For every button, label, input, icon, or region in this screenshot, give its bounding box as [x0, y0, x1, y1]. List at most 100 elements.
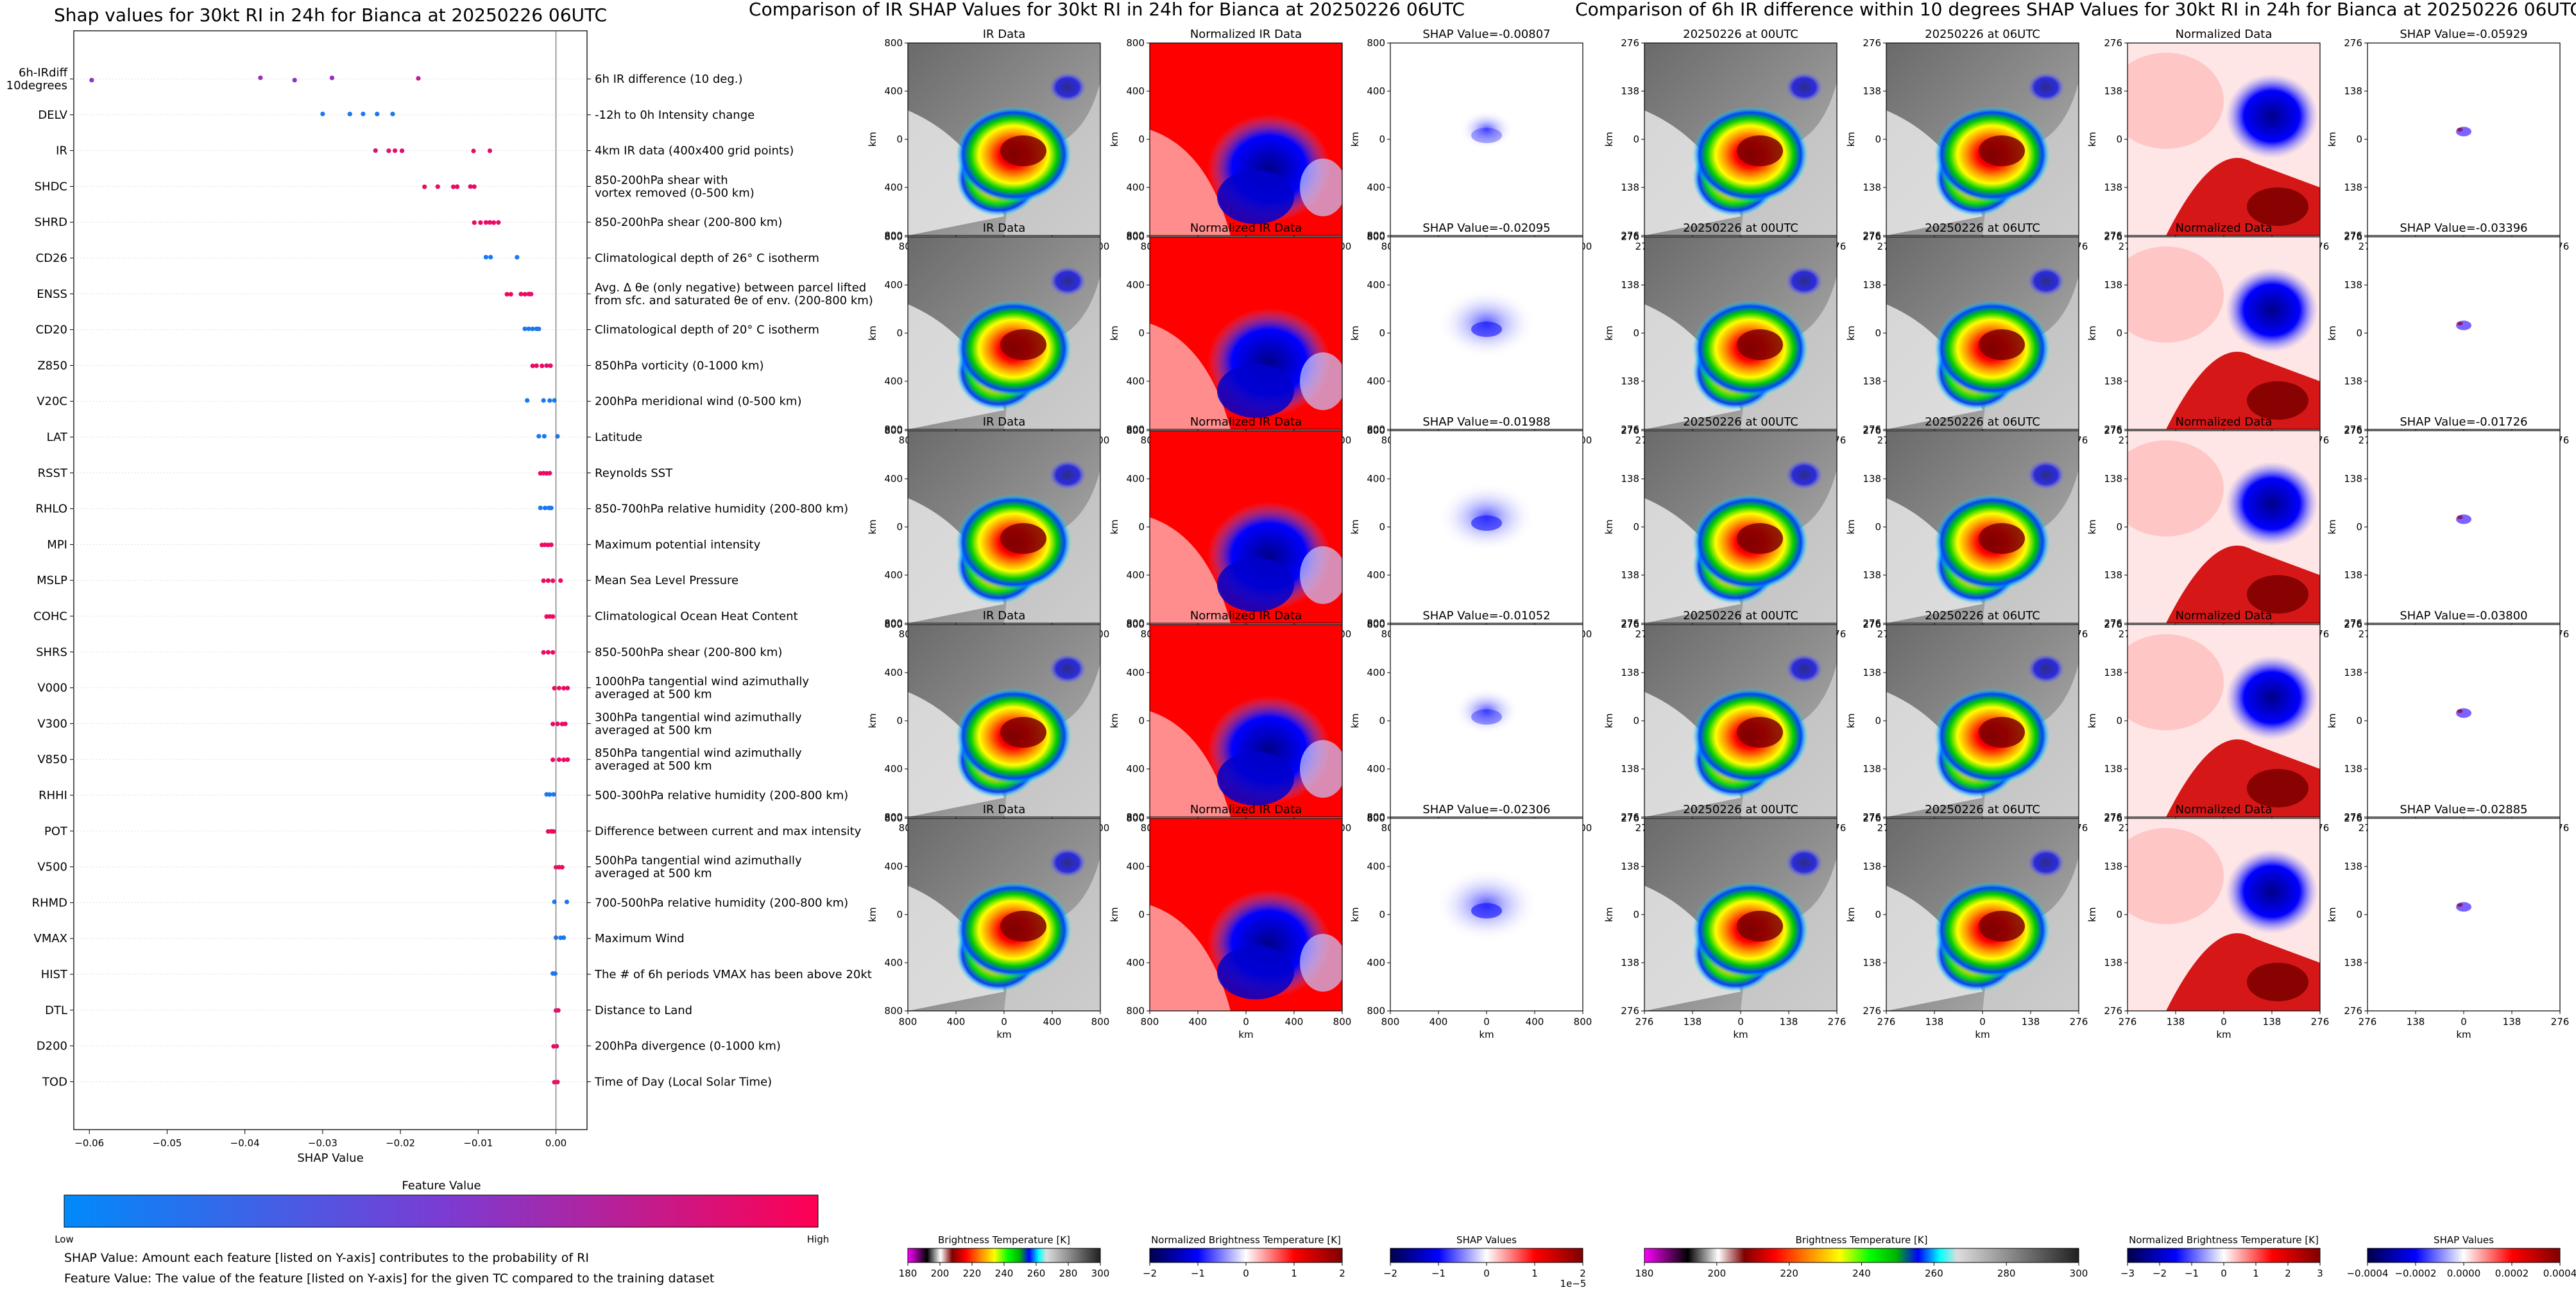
normalized-bt-colorbar [1149, 1248, 1343, 1263]
ir06-y-tick-label: 0 [1875, 521, 1881, 533]
shap-point [504, 291, 509, 297]
shap-x-tick-label: 400 [1429, 1016, 1448, 1028]
ir00-y-tick-label: 0 [1633, 134, 1639, 145]
x-axis-label: km [1975, 1029, 1990, 1040]
norm-y-tick-label: 400 [1126, 279, 1145, 291]
ir06-y-tick-label: 138 [1863, 473, 1881, 485]
y-axis-label: km [2326, 132, 2338, 146]
colorbar-tick-label: 300 [1091, 1268, 1110, 1279]
ir00-y-tick-label: 138 [1621, 473, 1639, 485]
shap-point [525, 398, 530, 403]
ir06-y-tick-label: 276 [1863, 811, 1881, 823]
colorbar-tick-label: −1 [1431, 1268, 1446, 1279]
norm-y-tick-label: 800 [1126, 1005, 1145, 1017]
shap-map-image [1390, 431, 1583, 623]
y-axis-label: km [1845, 907, 1857, 922]
ir06-x-tick-label: 276 [2070, 1016, 2088, 1028]
colorbar-tick-label: 1 [1531, 1268, 1538, 1279]
shap-y-tick-label: 0 [1379, 521, 1385, 533]
ir00-y-tick-label: 276 [1621, 424, 1639, 435]
shap-y-tick-label: 800 [1367, 811, 1385, 823]
shap-point [472, 184, 477, 189]
normalized-ir-title: Normalized IR Data [1190, 221, 1302, 235]
feature-label: MPI [47, 538, 67, 551]
feature-label: RSST [38, 467, 68, 480]
ir-x-tick-label: 400 [947, 1016, 966, 1028]
shap-point [471, 148, 476, 153]
ir-image [1644, 237, 1837, 429]
x-tick-label: −0.05 [152, 1137, 182, 1149]
ir-00utc-title: 20250226 at 00UTC [1683, 609, 1798, 623]
shap-point [555, 434, 560, 439]
ndiff-y-tick-label: 276 [2104, 813, 2122, 824]
ir00-x-tick-label: 138 [1780, 1016, 1798, 1028]
shap-point [515, 255, 520, 260]
ir-y-tick-label: 0 [896, 909, 903, 920]
norm-y-tick-label: 800 [1126, 37, 1145, 49]
shap-map-image [2367, 43, 2560, 236]
colorbar-tick-label: 0.0000 [2447, 1268, 2481, 1279]
y-axis-label: km [867, 132, 878, 146]
shap-point [320, 111, 325, 117]
normalized-ir-title: Normalized IR Data [1190, 415, 1302, 429]
ir-06utc-title: 20250226 at 06UTC [1925, 415, 2040, 429]
ndiff-x-tick-label: 0 [2221, 1016, 2227, 1028]
ir-diff-comparison-title: Comparison of 6h IR difference within 10… [1575, 0, 2576, 20]
feature-description: Difference between current and max inten… [595, 825, 862, 838]
shap-y-tick-label: 400 [1367, 473, 1385, 485]
shap-point [565, 685, 570, 691]
ir-y-tick-label: 800 [884, 425, 903, 436]
colorbar-tick-label: 220 [963, 1268, 982, 1279]
ndiff-y-tick-label: 138 [2104, 957, 2122, 969]
shap-point [565, 757, 570, 762]
shap-y-tick-label: 0 [1379, 134, 1385, 145]
diff-bt-colorbar [1644, 1248, 2079, 1263]
shap-point [483, 220, 489, 225]
y-axis-label: km [1349, 713, 1361, 728]
feature-label: COHC [33, 610, 67, 623]
shap-point [563, 721, 568, 727]
x-axis-label: km [1733, 1029, 1748, 1040]
ir-00utc-title: 20250226 at 00UTC [1683, 415, 1798, 429]
shap-point [545, 578, 550, 583]
y-axis-label: km [1845, 713, 1857, 728]
shap-value-title: SHAP Value=-0.02095 [1422, 221, 1550, 235]
norm-x-tick-label: 400 [1189, 1016, 1207, 1028]
shap-map-image [1390, 43, 1583, 236]
y-axis-label: km [1603, 132, 1615, 146]
ir00-y-tick-label: 138 [1621, 569, 1639, 581]
ir06-y-tick-label: 138 [1863, 861, 1881, 872]
shap-y-tick-label: 400 [1367, 85, 1385, 97]
shap-value-title: SHAP Value=-0.02306 [1422, 803, 1550, 816]
diff-shap-colorbar-label: SHAP Values [2434, 1234, 2494, 1246]
ir-x-tick-label: 800 [899, 1016, 917, 1028]
shap-y-tick-label: 800 [1367, 231, 1385, 243]
shap-value-title: SHAP Value=-0.01988 [1422, 415, 1550, 429]
ir00-y-tick-label: 276 [1621, 813, 1639, 824]
diff-normalized-colorbar-label: Normalized Brightness Temperature [K] [2129, 1234, 2319, 1246]
ir-image [1886, 43, 2079, 236]
shap-map-image [2367, 431, 2560, 623]
ir-y-tick-label: 400 [884, 861, 903, 872]
shap-map-image [2367, 818, 2560, 1011]
norm-y-tick-label: 800 [1126, 617, 1145, 629]
ir00-y-tick-label: 138 [1621, 182, 1639, 193]
shap-point [542, 505, 548, 511]
norm-y-tick-label: 800 [1126, 230, 1145, 241]
colorbar-tick-label: 2 [1339, 1268, 1345, 1279]
ir-image [1886, 431, 2079, 623]
normalized-ir-image [1150, 818, 1342, 1011]
shap-point [361, 111, 366, 117]
ir-y-tick-label: 800 [884, 424, 903, 435]
shap-point [552, 685, 557, 691]
ir-06utc-title: 20250226 at 06UTC [1925, 221, 2040, 235]
shap-point [555, 1080, 560, 1085]
y-axis-label: km [1109, 325, 1120, 340]
ir00-y-tick-label: 138 [1621, 763, 1639, 775]
colorbar-tick-label: −0.0002 [2394, 1268, 2436, 1279]
feature-description: Latitude [595, 431, 642, 444]
norm-y-tick-label: 800 [1126, 619, 1145, 630]
ndiff-y-tick-label: 138 [2104, 182, 2122, 193]
shap-point [550, 650, 556, 655]
